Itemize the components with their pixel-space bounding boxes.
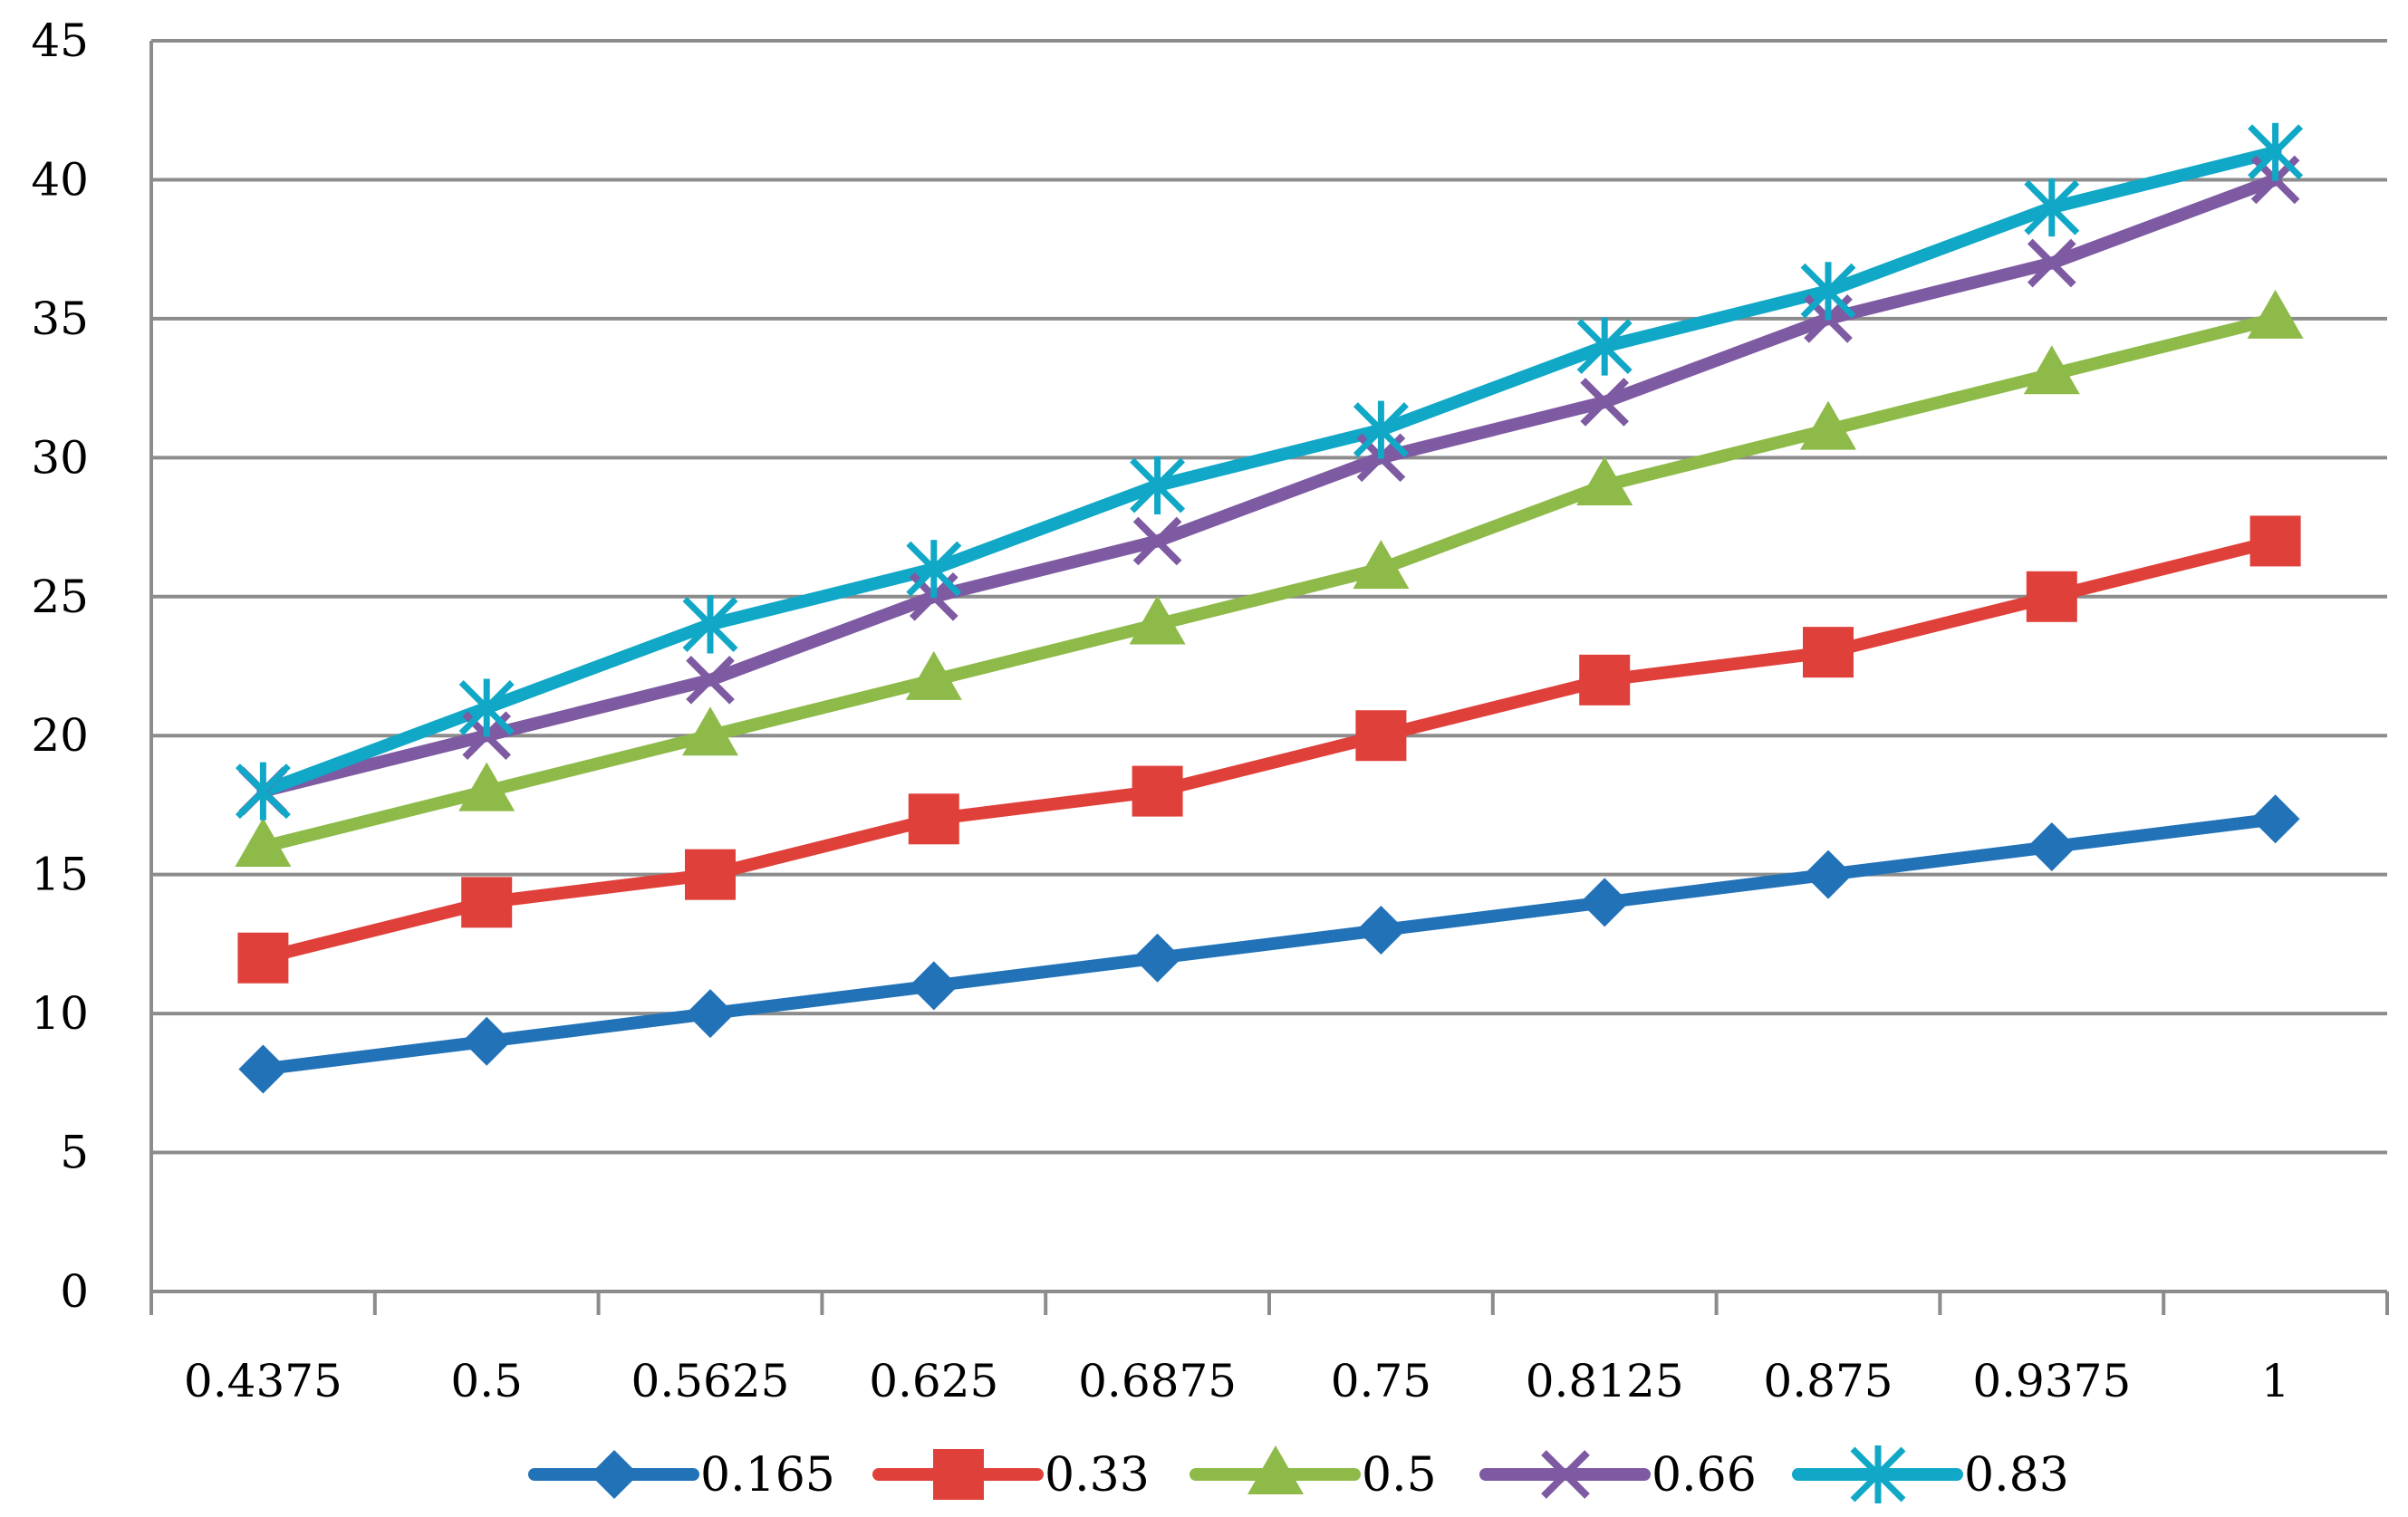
marker-0.66-0.5625: [686, 656, 735, 705]
marker-0.165-0.5625: [686, 989, 735, 1039]
marker-0.165-1: [2250, 794, 2300, 844]
marker-0.33-0.875: [1803, 627, 1854, 678]
x-tick-label-0.75: 0.75: [1331, 1355, 1431, 1407]
legend-label-0.66: 0.66: [1652, 1448, 1757, 1503]
y-tick-label-25: 25: [31, 571, 89, 623]
series-line-0.33: [256, 534, 2282, 965]
legend-item-0.165: 0.165: [528, 1448, 835, 1503]
legend: 0.165 0.33 0.5 0.66 0.83: [528, 1445, 2069, 1503]
legend-item-0.83: 0.83: [1792, 1445, 2069, 1503]
series-lines: [256, 145, 2282, 1076]
marker-0.83-0.75: [1353, 400, 1409, 459]
legend-marker-0.165: [590, 1450, 639, 1499]
marker-0.33-0.5625: [685, 849, 736, 900]
marker-0.33-0.75: [1355, 710, 1407, 762]
marker-0.165-0.75: [1356, 906, 1406, 955]
marker-0.165-0.4375: [238, 1044, 288, 1094]
marker-0.66-0.9375: [2027, 238, 2076, 288]
marker-0.5-1: [2247, 289, 2304, 339]
x-tick-label-1: 1: [2261, 1355, 2290, 1407]
marker-0.33-0.4375: [237, 932, 289, 984]
y-tick-label-20: 20: [31, 709, 89, 762]
series-line-0.5: [256, 312, 2282, 853]
y-tick-label-30: 30: [31, 431, 89, 484]
x-tick-label-0.4375: 0.4375: [184, 1355, 342, 1407]
marker-0.33-0.5: [461, 877, 513, 928]
marker-0.83-0.4375: [235, 762, 291, 821]
marker-0.83-0.6875: [1130, 456, 1186, 515]
marker-0.33-0.8125: [1579, 654, 1631, 706]
legend-label-0.5: 0.5: [1362, 1448, 1437, 1503]
marker-0.5-0.5625: [682, 706, 738, 756]
y-tick-label-45: 45: [31, 14, 89, 67]
marker-0.83-0.625: [906, 540, 962, 599]
series-line-0.66: [256, 173, 2282, 798]
marker-0.165-0.8125: [1580, 878, 1630, 927]
legend-marker-0.5: [1247, 1445, 1304, 1494]
marker-0.5-0.625: [905, 650, 962, 700]
x-tick-label-0.875: 0.875: [1763, 1355, 1893, 1407]
marker-0.83-0.5: [458, 678, 515, 737]
marker-0.5-0.75: [1353, 540, 1410, 590]
tick-labels: 0 5 10 15 20 25 30 35 40 45 0.4375 0.5 0.5625 0.625 0.…: [31, 14, 2289, 1407]
marker-0.5-0.9375: [2023, 345, 2080, 395]
series-line-0.165: [256, 812, 2282, 1076]
marker-0.165-0.5: [462, 1016, 512, 1066]
marker-0.33-0.625: [908, 793, 959, 845]
y-tick-label-10: 10: [31, 987, 89, 1040]
y-tick-label-40: 40: [31, 153, 89, 206]
axes: [149, 41, 2389, 1315]
marker-0.33-0.9375: [2026, 571, 2077, 622]
marker-0.165-0.9375: [2027, 821, 2076, 871]
series-line-0.83: [256, 145, 2282, 798]
marker-0.5-0.875: [1800, 400, 1856, 450]
legend-marker-0.66: [1541, 1450, 1590, 1499]
marker-0.83-0.875: [1800, 262, 1856, 321]
x-tick-label-0.8125: 0.8125: [1526, 1355, 1684, 1407]
legend-item-0.33: 0.33: [872, 1448, 1150, 1503]
legend-label-0.33: 0.33: [1045, 1448, 1150, 1503]
marker-0.33-1: [2249, 515, 2301, 567]
marker-0.5-0.6875: [1129, 595, 1186, 645]
y-tick-label-5: 5: [60, 1127, 89, 1179]
marker-0.165-0.6875: [1132, 933, 1182, 983]
marker-0.83-0.5625: [682, 595, 738, 654]
marker-0.83-0.9375: [2024, 178, 2080, 237]
legend-label-0.165: 0.165: [700, 1448, 835, 1503]
x-tick-label-0.5: 0.5: [450, 1355, 523, 1407]
marker-0.5-0.5: [458, 762, 515, 811]
y-tick-label-0: 0: [60, 1265, 89, 1318]
marker-0.83-1: [2248, 122, 2304, 181]
marker-0.83-0.8125: [1576, 317, 1633, 376]
x-tick-label-0.625: 0.625: [869, 1355, 998, 1407]
y-tick-label-15: 15: [31, 849, 89, 901]
x-tick-label-0.9375: 0.9375: [1972, 1355, 2131, 1407]
y-tick-label-35: 35: [31, 293, 89, 345]
legend-item-0.66: 0.66: [1479, 1448, 1757, 1503]
marker-0.66-0.6875: [1132, 516, 1182, 566]
series-markers: [235, 122, 2304, 1094]
marker-0.5-0.8125: [1576, 456, 1633, 506]
legend-marker-0.83: [1850, 1445, 1906, 1503]
marker-0.66-0.8125: [1580, 378, 1630, 427]
marker-0.165-0.875: [1804, 850, 1853, 899]
marker-0.5-0.4375: [235, 817, 292, 867]
legend-label-0.83: 0.83: [1964, 1448, 2069, 1503]
legend-marker-0.33: [933, 1449, 984, 1500]
marker-0.33-0.6875: [1132, 765, 1183, 817]
x-tick-label-0.5625: 0.5625: [631, 1355, 790, 1407]
x-tick-label-0.6875: 0.6875: [1078, 1355, 1237, 1407]
marker-0.165-0.625: [909, 961, 958, 1011]
legend-item-0.5: 0.5: [1190, 1445, 1437, 1503]
